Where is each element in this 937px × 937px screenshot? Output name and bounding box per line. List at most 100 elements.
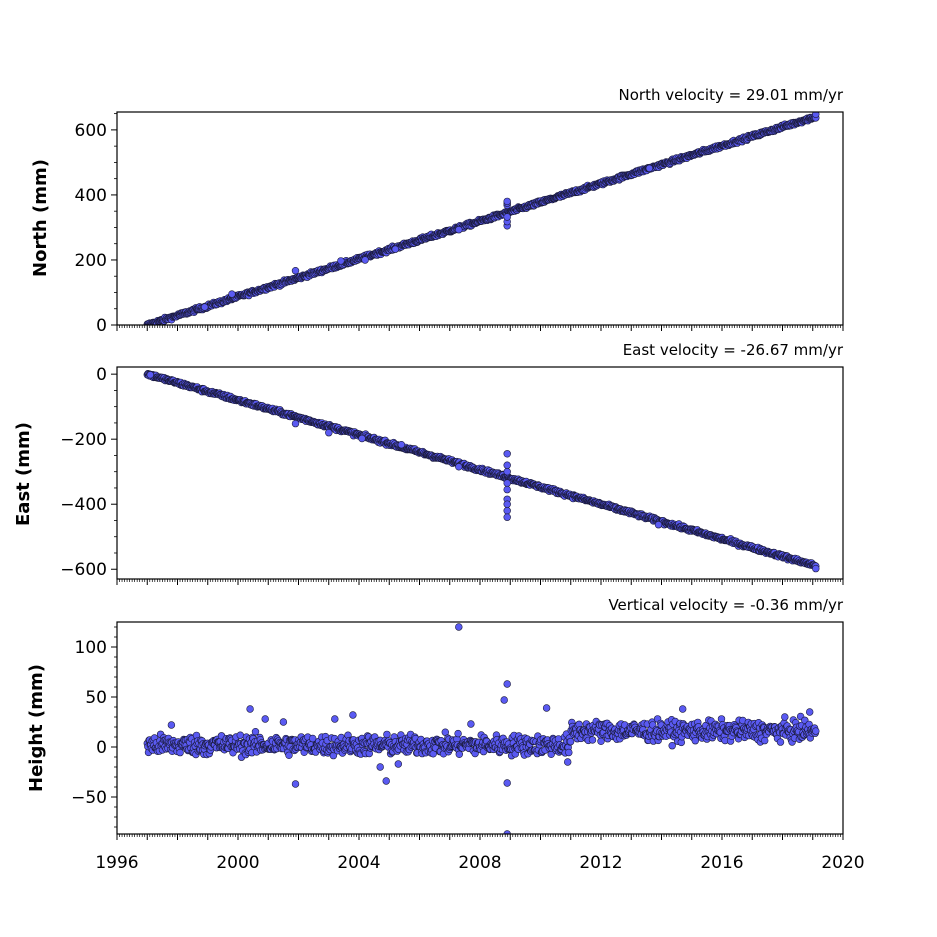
north-points	[143, 112, 820, 325]
y-tick-label: 100	[75, 638, 107, 658]
y-tick-label: 0	[96, 316, 107, 336]
outlier-point	[503, 513, 511, 521]
x-tick-label: 2016	[700, 853, 743, 873]
outlier-point	[455, 226, 463, 234]
outlier-point	[503, 461, 511, 469]
data-point	[454, 729, 462, 738]
data-point	[309, 734, 317, 743]
north-velocity-annotation: North velocity = 29.01 mm/yr	[619, 86, 844, 104]
outlier-point	[291, 780, 300, 788]
outlier-point	[291, 267, 300, 275]
outlier-point	[358, 434, 366, 443]
outlier-point	[500, 696, 508, 704]
data-point	[668, 741, 676, 750]
outlier-point	[503, 779, 511, 787]
outlier-point	[503, 468, 511, 476]
outlier-point	[167, 721, 176, 729]
outlier-point	[503, 213, 511, 221]
outlier-point	[382, 777, 390, 785]
outlier-point	[201, 303, 209, 311]
y-tick-label: 50	[85, 688, 107, 708]
data-point	[176, 748, 184, 757]
data-point	[455, 750, 463, 758]
data-point	[285, 751, 293, 759]
outlier-point	[349, 711, 357, 719]
outlier-point	[503, 680, 511, 688]
outlier-point	[503, 485, 511, 494]
outlier-point	[503, 500, 511, 508]
outlier-point	[261, 715, 269, 723]
outlier-point	[563, 758, 572, 766]
outlier-point	[812, 112, 820, 118]
outlier-point	[503, 197, 511, 206]
y-tick-label: 400	[75, 186, 107, 206]
east-points	[143, 370, 820, 573]
y-tick-label: 0	[96, 738, 107, 758]
data-point	[566, 737, 575, 746]
x-tick-label: 2000	[216, 853, 259, 873]
y-tick-label: −50	[71, 788, 107, 808]
vertical-velocity-annotation: Vertical velocity = -0.36 mm/yr	[608, 596, 843, 614]
y-tick-label: −400	[60, 495, 107, 515]
north-axis-label: North (mm)	[30, 159, 51, 277]
data-point	[597, 737, 605, 745]
outlier-point	[654, 520, 663, 529]
outlier-point	[503, 507, 511, 515]
outlier-point	[455, 463, 463, 471]
data-point	[565, 748, 573, 757]
height-points	[143, 623, 820, 834]
outlier-point	[361, 256, 369, 264]
east-velocity-annotation: East velocity = -26.67 mm/yr	[623, 341, 844, 359]
data-point	[251, 727, 260, 736]
outlier-point	[397, 441, 406, 449]
x-tick-label: 2004	[337, 853, 380, 873]
x-tick-label: 2012	[579, 853, 622, 873]
data-point	[588, 736, 597, 744]
data-point	[383, 730, 391, 739]
height-panel: Vertical velocity = -0.36 mm/yr Height (…	[26, 596, 865, 873]
outlier-point	[391, 245, 399, 253]
outlier-point	[337, 257, 345, 265]
east-panel: East velocity = -26.67 mm/yr East (mm) −…	[13, 341, 844, 585]
height-plot-frame	[116, 621, 844, 835]
x-tick-label: 2008	[458, 853, 501, 873]
data-point	[691, 736, 699, 745]
outlier-point	[503, 479, 511, 487]
outlier-point	[467, 720, 475, 728]
outlier-point	[279, 718, 288, 726]
data-point	[760, 736, 769, 745]
data-point	[812, 727, 820, 735]
outlier-point	[325, 429, 333, 437]
data-point	[781, 713, 789, 721]
x-tick-label: 1996	[95, 853, 138, 873]
east-plot-frame	[116, 366, 844, 580]
outlier-point	[805, 708, 814, 716]
y-tick-label: 200	[75, 251, 107, 271]
outlier-point	[678, 705, 687, 713]
height-ticks: −50 0 50 100 1996 2000 2004 2008 2012 2016 2020	[71, 626, 865, 873]
outlier-point	[503, 450, 511, 458]
outlier-point	[542, 704, 551, 712]
outlier-point	[291, 419, 300, 428]
east-axis-label: East (mm)	[13, 422, 34, 526]
outlier-point	[376, 763, 384, 771]
outlier-point	[394, 760, 402, 768]
data-point	[776, 738, 785, 746]
x-tick-label: 2020	[821, 853, 864, 873]
outlier-point	[146, 371, 155, 379]
outlier-point	[331, 715, 339, 723]
outlier-point	[228, 290, 236, 298]
outlier-point	[455, 623, 463, 631]
north-panel: North velocity = 29.01 mm/yr North (mm) …	[30, 86, 844, 336]
data-point	[236, 731, 245, 739]
outlier-point	[812, 564, 820, 573]
outlier-point	[246, 705, 254, 713]
outlier-point	[645, 164, 654, 173]
y-tick-label: −200	[60, 430, 107, 450]
height-axis-label: Height (mm)	[26, 664, 47, 792]
y-tick-label: 0	[96, 365, 107, 385]
y-tick-label: −600	[60, 560, 107, 580]
north-plot-frame	[116, 111, 844, 326]
y-tick-label: 600	[75, 121, 107, 141]
